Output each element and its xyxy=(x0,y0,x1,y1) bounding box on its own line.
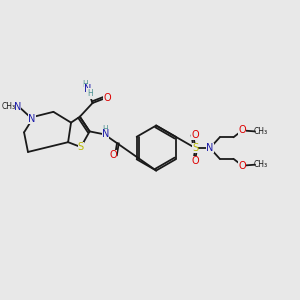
Text: N: N xyxy=(84,84,91,94)
Text: H: H xyxy=(82,80,88,89)
Text: O: O xyxy=(238,125,246,135)
Text: O: O xyxy=(238,161,246,171)
Text: S: S xyxy=(192,143,198,153)
Text: CH₃: CH₃ xyxy=(254,127,268,136)
Text: O: O xyxy=(109,150,117,160)
Text: N: N xyxy=(14,102,21,112)
Text: H: H xyxy=(102,125,108,134)
Text: N: N xyxy=(206,143,214,153)
Text: O: O xyxy=(191,130,199,140)
Text: N: N xyxy=(102,129,109,139)
Text: H: H xyxy=(88,89,94,98)
Text: N: N xyxy=(28,114,36,124)
Text: O: O xyxy=(191,156,199,166)
Text: CH₃: CH₃ xyxy=(254,160,268,169)
Text: S: S xyxy=(78,142,84,152)
Text: CH₃: CH₃ xyxy=(1,102,15,111)
Text: O: O xyxy=(103,93,111,103)
